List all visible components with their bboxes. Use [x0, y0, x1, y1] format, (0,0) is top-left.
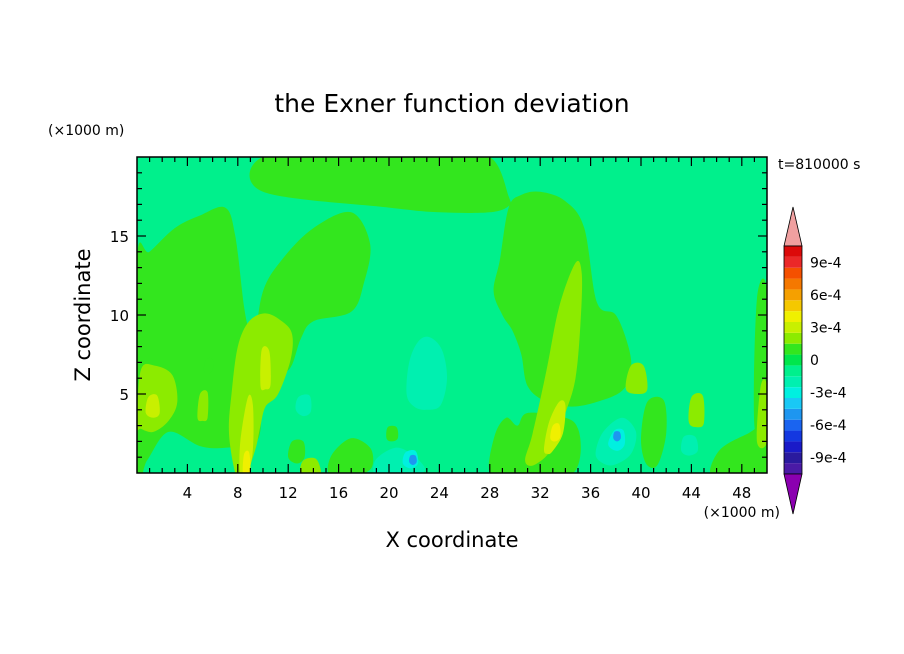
colorbar-label: 9e-4: [810, 255, 842, 271]
contour-regions: [137, 157, 767, 473]
contour-region-9: [470, 431, 490, 454]
colorbar-label: -6e-4: [810, 418, 847, 434]
chart-title: the Exner function deviation: [274, 89, 629, 118]
contour-region-28: [640, 396, 667, 468]
contour-region-12: [406, 336, 448, 410]
contour-region-46: [203, 357, 214, 374]
colorbar-band: [784, 354, 802, 366]
contour-region-43: [242, 450, 251, 473]
colorbar-band: [784, 311, 802, 322]
x-tick-label: 32: [531, 484, 550, 502]
contour-region-44: [550, 423, 561, 442]
colorbar-band: [784, 376, 802, 388]
contour-region-15: [681, 434, 699, 456]
y-tick-label: 10: [110, 307, 129, 325]
contour-region-26: [710, 423, 767, 473]
colorbar-band: [784, 463, 802, 474]
contour-region-20: [409, 454, 417, 466]
colorbar-band: [784, 419, 802, 431]
contour-region-36: [197, 390, 209, 422]
x-tick-label: 20: [379, 484, 398, 502]
time-label: t=810000 s: [778, 157, 860, 173]
colorbar-band: [784, 430, 802, 442]
contour-plot-area: [136, 156, 768, 474]
x-axis-ticks: 4 8 12 16 20 24 28 32 36 40 44 48: [149, 157, 756, 502]
x-tick-label: 48: [732, 484, 751, 502]
x-tick-label: 24: [430, 484, 449, 502]
contour-region-38: [300, 457, 322, 473]
contour-region-34: [625, 362, 648, 394]
colorbar-band: [784, 408, 802, 420]
x-tick-label: 8: [233, 484, 243, 502]
colorbar: 9e-4 6e-4 3e-4 0 -3e-4 -6e-4 -9e-4: [783, 206, 847, 515]
y-tick-label: 5: [119, 386, 129, 404]
colorbar-band: [784, 441, 802, 453]
x-tick-label: 44: [682, 484, 701, 502]
contour-region-19: [613, 431, 621, 442]
colorbar-label: -9e-4: [810, 451, 847, 467]
colorbar-band: [784, 267, 802, 279]
contour-region-45: [386, 425, 399, 442]
colorbar-band: [784, 322, 802, 333]
colorbar-band: [784, 398, 802, 409]
y-axis-unit: (×1000 m): [48, 123, 124, 139]
x-tick-label: 40: [631, 484, 650, 502]
x-tick-label: 12: [279, 484, 298, 502]
contour-region-40: [260, 346, 271, 391]
contour-region-39: [239, 394, 254, 473]
colorbar-band: [784, 256, 802, 268]
contour-region-16: [295, 394, 312, 417]
contour-region-37: [756, 379, 767, 449]
colorbar-label: -3e-4: [810, 386, 847, 402]
x-tick-label: 28: [480, 484, 499, 502]
colorbar-band: [784, 365, 802, 377]
contour-region-30: [288, 439, 306, 464]
colorbar-label: 0: [810, 353, 819, 369]
colorbar-max-arrow: [783, 206, 803, 247]
x-tick-label: 16: [329, 484, 348, 502]
x-tick-label: 4: [183, 484, 193, 502]
colorbar-band: [784, 246, 802, 257]
x-axis-unit: (×1000 m): [704, 505, 780, 521]
contour-region-6: [442, 393, 462, 418]
colorbar-label: 6e-4: [810, 288, 842, 304]
y-tick-label: 15: [110, 228, 129, 246]
contour-region-11: [509, 351, 525, 375]
contour-region-7: [270, 436, 287, 458]
colorbar-band: [784, 300, 802, 312]
colorbar-band: [784, 289, 802, 301]
colorbar-band: [784, 343, 802, 355]
colorbar-band: [784, 387, 802, 398]
colorbar-band: [784, 452, 802, 464]
contour-region-10: [693, 390, 748, 431]
colorbar-min-arrow: [783, 473, 803, 515]
contour-region-33: [525, 260, 583, 466]
x-axis-label: X coordinate: [385, 528, 518, 552]
contour-region-42: [145, 394, 160, 418]
y-axis-label: Z coordinate: [71, 248, 95, 381]
y-axis-ticks: 5 10 15: [110, 172, 767, 458]
contour-region-35: [688, 393, 705, 428]
colorbar-label: 3e-4: [810, 320, 842, 336]
colorbar-band: [784, 278, 802, 290]
x-tick-label: 36: [581, 484, 600, 502]
colorbar-band: [784, 332, 802, 344]
contour-region-23: [249, 157, 512, 214]
